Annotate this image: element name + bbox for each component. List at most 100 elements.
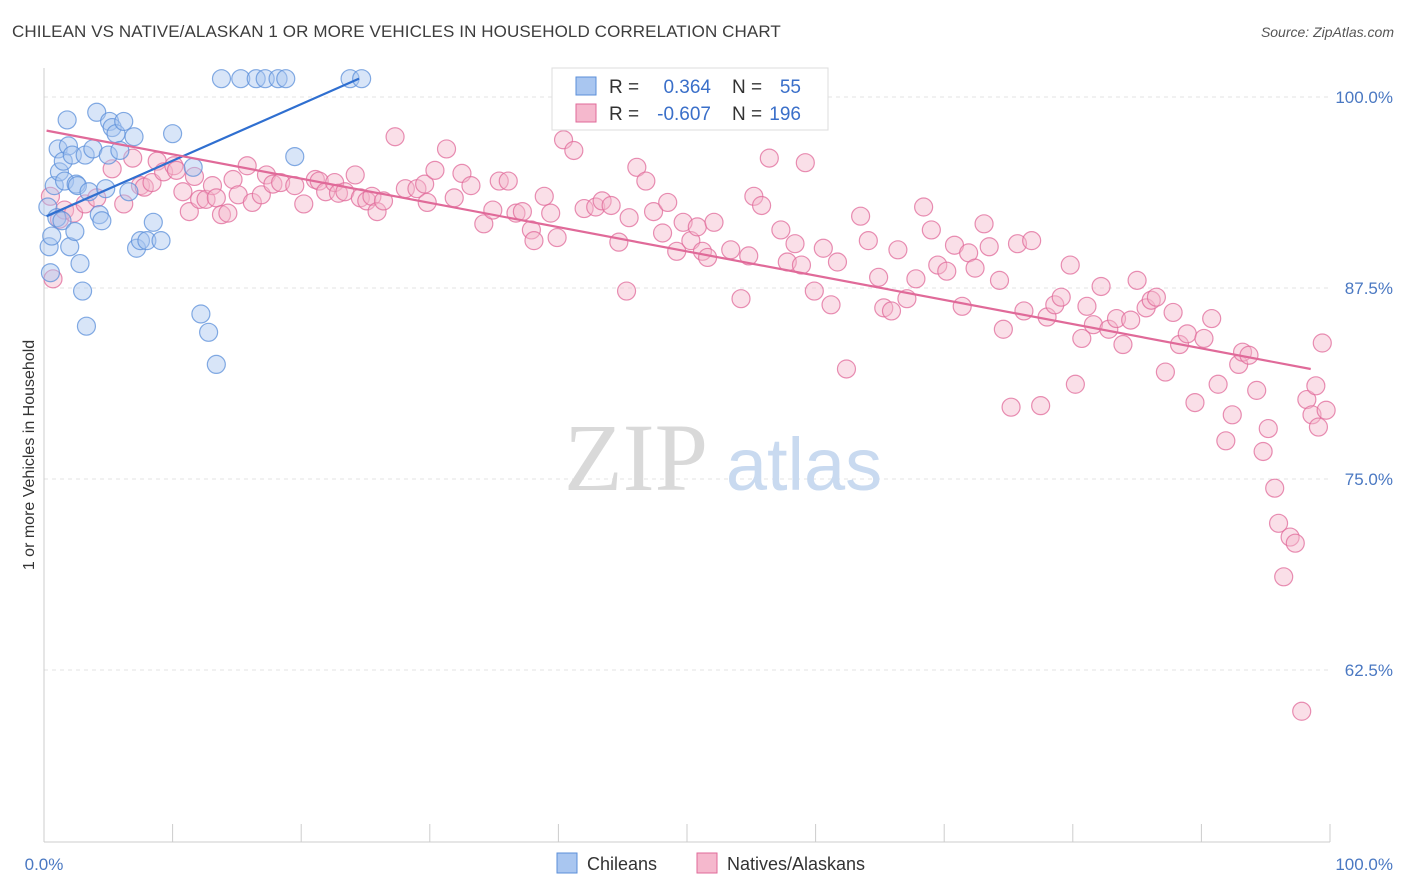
native-point-91 — [731, 289, 751, 309]
bottom-legend-natives: Natives/Alaskans — [727, 854, 865, 874]
native-point-103 — [821, 295, 841, 315]
bottom-legend-swatch-blue — [556, 852, 578, 874]
native-point-89 — [704, 212, 724, 232]
native-point-143 — [1121, 310, 1141, 330]
native-point-144 — [1127, 270, 1147, 290]
native-point-46 — [367, 202, 387, 222]
native-point-108 — [869, 267, 889, 287]
x-tick-label-1: 100.0% — [1335, 855, 1393, 874]
native-point-24 — [211, 205, 232, 225]
native-point-78 — [627, 157, 647, 177]
native-point-16 — [166, 160, 187, 180]
native-point-94 — [751, 195, 772, 216]
native-point-129 — [1022, 231, 1042, 251]
native-point-137 — [1077, 296, 1097, 316]
native-point-32 — [263, 174, 283, 194]
native-point-124 — [989, 270, 1010, 290]
native-point-48 — [385, 127, 405, 147]
series-chileans — [38, 69, 372, 374]
native-point-107 — [858, 231, 878, 251]
native-point-155 — [1208, 374, 1228, 394]
chilean-point-13 — [60, 237, 80, 257]
native-point-122 — [974, 214, 994, 234]
native-point-63 — [512, 202, 532, 222]
native-point-148 — [1155, 362, 1175, 382]
native-point-84 — [673, 212, 693, 232]
native-point-82 — [658, 192, 678, 213]
source-label: Source: ZipAtlas.com — [1260, 24, 1394, 40]
native-point-168 — [1285, 533, 1305, 553]
chilean-point-39 — [143, 212, 163, 232]
chilean-point-15 — [65, 221, 85, 242]
trend-line-chileans — [46, 77, 360, 218]
chilean-point-52 — [285, 146, 305, 167]
native-point-65 — [524, 231, 544, 251]
native-point-106 — [851, 206, 871, 226]
chilean-point-26 — [92, 211, 112, 231]
native-point-51 — [415, 174, 435, 194]
chilean-point-33 — [114, 111, 134, 132]
chilean-point-20 — [75, 145, 95, 165]
chilean-point-3 — [42, 226, 62, 246]
chilean-point-54 — [352, 69, 372, 89]
native-point-76 — [616, 281, 637, 301]
native-point-139 — [1091, 276, 1111, 297]
native-point-115 — [921, 220, 941, 240]
legend-r-value-2: -0.607 — [657, 104, 711, 125]
native-point-96 — [771, 220, 791, 240]
legend-n-label-2: N = — [732, 104, 762, 125]
native-point-26 — [223, 169, 243, 190]
native-point-134 — [1060, 255, 1080, 275]
y-tick-label-3: 62.5% — [1345, 661, 1393, 680]
native-point-80 — [643, 202, 664, 222]
native-point-25 — [218, 203, 238, 223]
trend-lines — [46, 77, 1311, 371]
native-point-70 — [564, 140, 584, 161]
chilean-point-35 — [124, 127, 144, 147]
bottom-legend-swatch-pink — [696, 852, 718, 874]
native-point-171 — [1302, 405, 1322, 425]
watermark-atlas: atlas — [726, 423, 882, 506]
legend-swatch-pink — [575, 103, 597, 123]
chilean-point-19 — [72, 281, 93, 301]
native-point-123 — [979, 237, 999, 257]
native-point-35 — [294, 194, 314, 214]
bottom-legend-chileans: Chileans — [587, 854, 657, 874]
native-point-169 — [1292, 701, 1312, 721]
native-point-163 — [1258, 418, 1278, 439]
native-point-66 — [534, 186, 554, 206]
native-point-167 — [1280, 527, 1300, 547]
native-point-153 — [1194, 328, 1214, 349]
chilean-point-8 — [52, 211, 72, 231]
bottom-legend: Chileans Natives/Alaskans — [556, 852, 865, 874]
native-point-54 — [436, 139, 457, 159]
legend-n-label-1: N = — [732, 77, 762, 98]
native-point-142 — [1113, 334, 1133, 355]
native-point-79 — [636, 171, 656, 191]
native-point-151 — [1177, 324, 1197, 344]
native-point-33 — [271, 172, 291, 193]
native-point-173 — [1308, 417, 1329, 437]
native-point-141 — [1106, 308, 1127, 329]
native-point-133 — [1051, 287, 1071, 307]
native-point-23 — [206, 188, 226, 208]
native-point-98 — [785, 234, 805, 254]
native-point-73 — [592, 191, 612, 211]
legend-r-label-2: R = — [609, 104, 639, 125]
native-point-53 — [425, 160, 445, 180]
native-point-57 — [461, 176, 481, 196]
native-point-90 — [721, 240, 741, 260]
legend-r-label-1: R = — [609, 77, 639, 98]
chilean-point-18 — [70, 253, 90, 274]
native-point-42 — [345, 165, 365, 185]
chilean-point-45 — [206, 354, 226, 374]
native-point-20 — [190, 189, 210, 209]
native-point-162 — [1253, 441, 1273, 462]
chilean-point-7 — [49, 162, 70, 182]
native-point-22 — [202, 176, 223, 196]
chart-title: CHILEAN VS NATIVE/ALASKAN 1 OR MORE VEHI… — [12, 22, 781, 41]
chilean-point-28 — [98, 145, 118, 165]
native-point-68 — [547, 227, 567, 248]
y-tick-label-0: 100.0% — [1335, 88, 1393, 107]
